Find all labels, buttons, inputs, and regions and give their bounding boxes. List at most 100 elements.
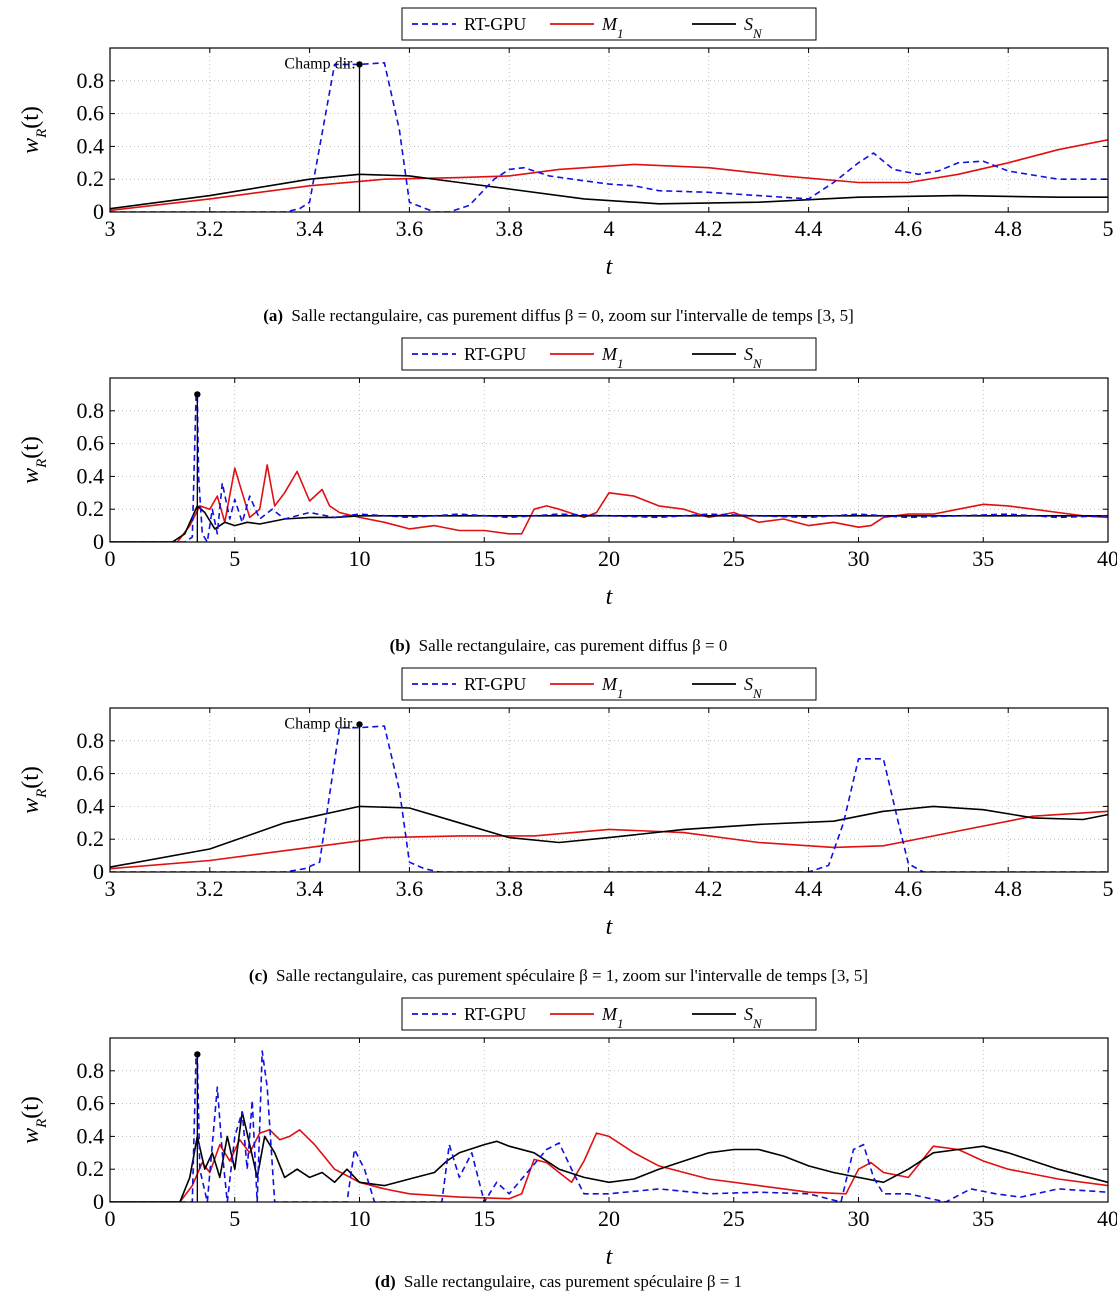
y-tick-label: 0.8 (77, 1058, 105, 1083)
x-tick-label: 4.6 (895, 216, 923, 241)
x-tick-label: 3.4 (296, 876, 324, 901)
y-tick-label: 0 (93, 529, 104, 554)
x-tick-label: 5 (229, 546, 240, 571)
x-tick-label: 3 (105, 876, 116, 901)
series-line-s-n (110, 505, 1108, 542)
x-tick-label: 3.6 (396, 216, 424, 241)
caption-text-a: Salle rectangulaire, cas purement diffus… (291, 306, 854, 325)
x-tick-label: 4.4 (795, 216, 823, 241)
series-line-m-1 (110, 139, 1108, 212)
y-tick-label: 0.6 (77, 761, 105, 786)
x-axis-label: t (606, 254, 614, 280)
x-tick-label: 3.2 (196, 876, 224, 901)
y-tick-label: 0.2 (77, 826, 105, 851)
x-tick-label: 0 (105, 1206, 116, 1231)
legend-label: M1 (601, 344, 624, 371)
direct-field-point (356, 721, 363, 728)
legend-box (401, 997, 817, 1031)
y-tick-label: 0.2 (77, 166, 105, 191)
caption-label-a: (a) (263, 306, 284, 325)
y-tick-label: 0.4 (77, 793, 105, 818)
legend-label: RT-GPU (464, 674, 526, 694)
x-tick-label: 40 (1097, 1206, 1117, 1231)
x-tick-label: 3.8 (495, 216, 523, 241)
direct-field-label: Champ dir. (284, 715, 355, 732)
direct-field-label: Champ dir. (284, 55, 355, 72)
caption-text-b: Salle rectangulaire, cas purement diffus… (418, 636, 728, 655)
y-tick-label: 0.8 (77, 68, 105, 93)
series-line-m-1 (110, 464, 1108, 542)
series-line-rt-gpu (110, 1050, 1108, 1202)
caption-label-d: (d) (374, 1272, 396, 1291)
y-tick-label: 0.4 (77, 1123, 105, 1148)
y-axis-label-text: wR(t) (18, 106, 50, 154)
x-tick-label: 5 (229, 1206, 240, 1231)
x-tick-label: 4.4 (795, 876, 823, 901)
x-tick-label: 3.2 (196, 216, 224, 241)
grid (109, 378, 1109, 543)
series-line-rt-gpu (110, 725, 1108, 872)
x-tick-label: 25 (723, 1206, 745, 1231)
y-axis-label-text: wR(t) (18, 436, 50, 484)
y-tick-label: 0.4 (77, 463, 105, 488)
y-tick-label: 0.6 (77, 101, 105, 126)
x-tick-label: 3.4 (296, 216, 324, 241)
x-tick-label: 10 (349, 546, 371, 571)
y-axis-label: wR(t) (18, 436, 50, 484)
y-axis-label: wR(t) (18, 1096, 50, 1144)
y-tick-label: 0 (93, 859, 104, 884)
caption-text-c: Salle rectangulaire, cas purement spécul… (276, 966, 869, 985)
caption-b: (b) Salle rectangulaire, cas purement di… (0, 636, 1117, 656)
legend: RT-GPU M1 SN (401, 667, 817, 701)
caption-label-c: (c) (248, 966, 268, 985)
x-tick-label: 4.2 (695, 876, 723, 901)
series-line-s-n (110, 173, 1108, 210)
legend-label: M1 (601, 1004, 624, 1031)
x-tick-label: 3.8 (495, 876, 523, 901)
chart-svg-d: 0 5 10 15 20 25 30 35 4000.20.40.60.8twR(t)RT-GP… (18, 997, 1117, 1270)
legend: RT-GPU M1 SN (401, 7, 817, 41)
legend-label: SN (744, 674, 763, 701)
chart-panel-b: 0 5 10 15 20 25 30 35 40 0 0.2 0.4 0.6 0.8 t wR(t) RT-GP… (0, 330, 1117, 660)
legend-label: RT-GPU (464, 14, 526, 34)
x-tick-label: 4.2 (695, 216, 723, 241)
legend: RT-GPU M1 SN (401, 997, 817, 1031)
x-tick-label: 15 (473, 1206, 495, 1231)
caption-a: (a) Salle rectangulaire, cas purement di… (0, 306, 1117, 326)
chart-svg-b: 0 5 10 15 20 25 30 35 4000.20.40.60.8twR(t)RT-GP… (18, 337, 1117, 610)
x-tick-label: 4 (604, 876, 615, 901)
x-tick-label: 4.6 (895, 876, 923, 901)
x-tick-label: 5 (1103, 876, 1114, 901)
series-line-m-1 (110, 1129, 1108, 1202)
direct-field-point (356, 61, 363, 68)
caption-text-d: Salle rectangulaire, cas purement spécul… (403, 1272, 743, 1291)
x-tick-label: 20 (598, 546, 620, 571)
x-tick-label: 5 (1103, 216, 1114, 241)
x-axis-label: t (606, 584, 614, 610)
legend-box (401, 7, 817, 41)
chart-panel-a: Champ dir. 3 3.2 3.4 3.6 3.8 4 4.2 4.4 4.6 4.8 5 0 0.… (0, 0, 1117, 330)
y-tick-label: 0.4 (77, 133, 105, 158)
legend-label: RT-GPU (464, 1004, 526, 1024)
y-tick-label: 0.2 (77, 1156, 105, 1181)
x-tick-label: 30 (848, 1206, 870, 1231)
y-axis-label-text: wR(t) (18, 766, 50, 814)
series-line-rt-gpu (110, 62, 1108, 212)
x-tick-label: 4.8 (994, 876, 1022, 901)
x-tick-label: 10 (349, 1206, 371, 1231)
x-tick-label: 25 (723, 546, 745, 571)
chart-panel-c: Champ dir. 3 3.2 3.4 3.6 3.8 4 4.2 4.4 4.6 4.8 5 0 0.… (0, 660, 1117, 990)
caption-d: (d) Salle rectangulaire, cas purement sp… (0, 1272, 1117, 1292)
y-axis-label: wR(t) (18, 106, 50, 154)
series-line-s-n (110, 805, 1108, 868)
x-tick-label: 0 (105, 546, 116, 571)
legend-label: M1 (601, 674, 624, 701)
x-tick-label: 15 (473, 546, 495, 571)
direct-field-point (194, 391, 201, 398)
legend-label: SN (744, 1004, 763, 1031)
y-axis-label: wR(t) (18, 766, 50, 814)
x-tick-label: 30 (848, 546, 870, 571)
legend-box (401, 667, 817, 701)
legend-label: M1 (601, 14, 624, 41)
x-tick-label: 3.6 (396, 876, 424, 901)
